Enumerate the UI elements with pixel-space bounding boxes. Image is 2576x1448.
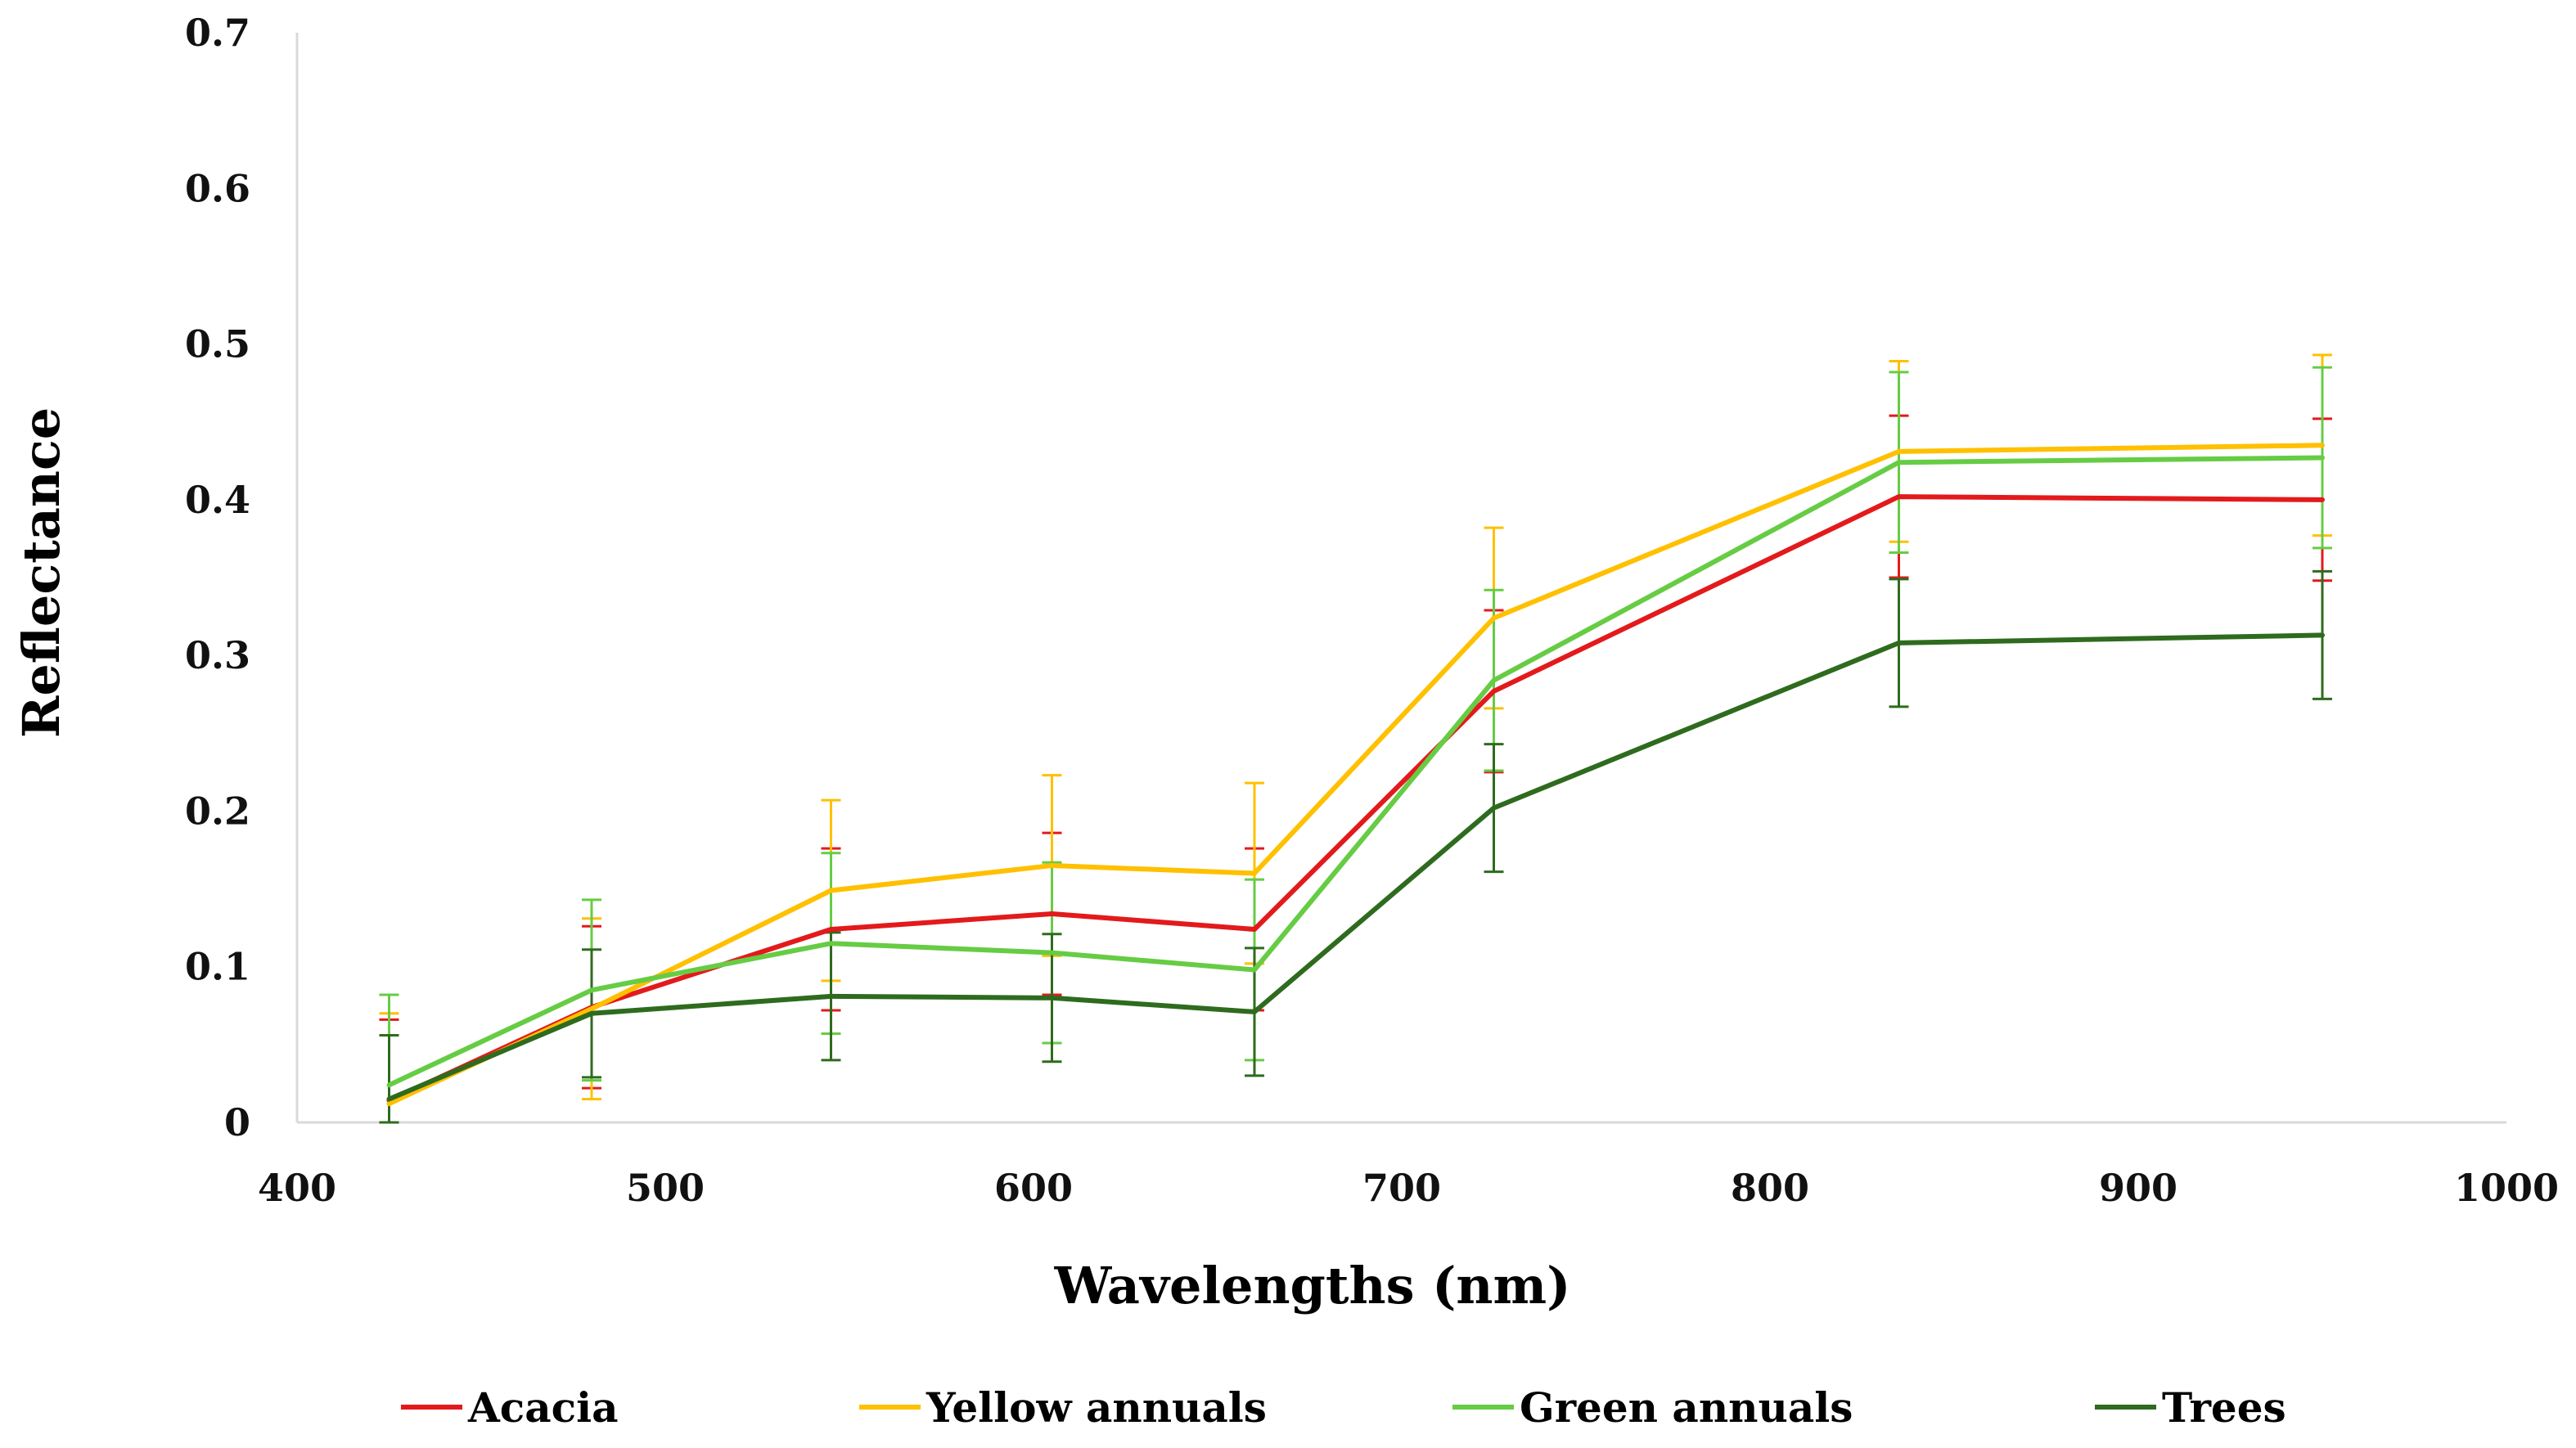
legend-label: Acacia	[467, 1383, 618, 1432]
legend: Acacia Yellow annuals Green annuals Trees	[401, 1383, 2286, 1432]
x-tick-label: 1000	[2454, 1166, 2559, 1210]
x-tick-label: 500	[626, 1166, 705, 1210]
legend-item: Acacia	[401, 1383, 618, 1432]
y-tick-label: 0.7	[185, 11, 250, 55]
y-tick-label: 0.1	[185, 945, 250, 989]
series-line-yellow-annuals	[386, 443, 2325, 1107]
legend-item: Green annuals	[1452, 1383, 1853, 1432]
legend-label: Yellow annuals	[925, 1383, 1267, 1432]
x-tick-label: 800	[1731, 1166, 1809, 1210]
axes	[295, 33, 2506, 1124]
series-line-acacia	[386, 494, 2325, 1104]
error-bar	[379, 1033, 399, 1124]
series-line-green-annuals	[386, 455, 2325, 1088]
x-axis-title: Wavelengths (nm)	[1054, 1256, 1571, 1315]
x-tick-label: 600	[994, 1166, 1073, 1210]
y-tick-label: 0.6	[185, 166, 250, 210]
x-tick-label: 900	[2099, 1166, 2177, 1210]
tick-labels: 400 500 600 700 800 900 1000 0 0.1 0.2 0.3 0.4 0.5 0.…	[185, 11, 2559, 1210]
y-tick-label: 0.4	[185, 478, 250, 522]
y-tick-label: 0.3	[185, 633, 250, 677]
y-tick-label: 0.2	[185, 789, 250, 833]
y-tick-label: 0.5	[185, 322, 250, 366]
x-tick-label: 700	[1362, 1166, 1441, 1210]
y-tick-label: 0	[224, 1100, 250, 1144]
legend-item: Yellow annuals	[859, 1383, 1267, 1432]
legend-item: Trees	[2095, 1383, 2286, 1432]
series-lines	[386, 443, 2325, 1107]
legend-label: Green annuals	[1520, 1383, 1853, 1432]
x-tick-label: 400	[258, 1166, 336, 1210]
legend-label: Trees	[2162, 1383, 2286, 1432]
y-axis-title: Reflectance	[11, 407, 71, 738]
series-line-trees	[386, 632, 2325, 1102]
